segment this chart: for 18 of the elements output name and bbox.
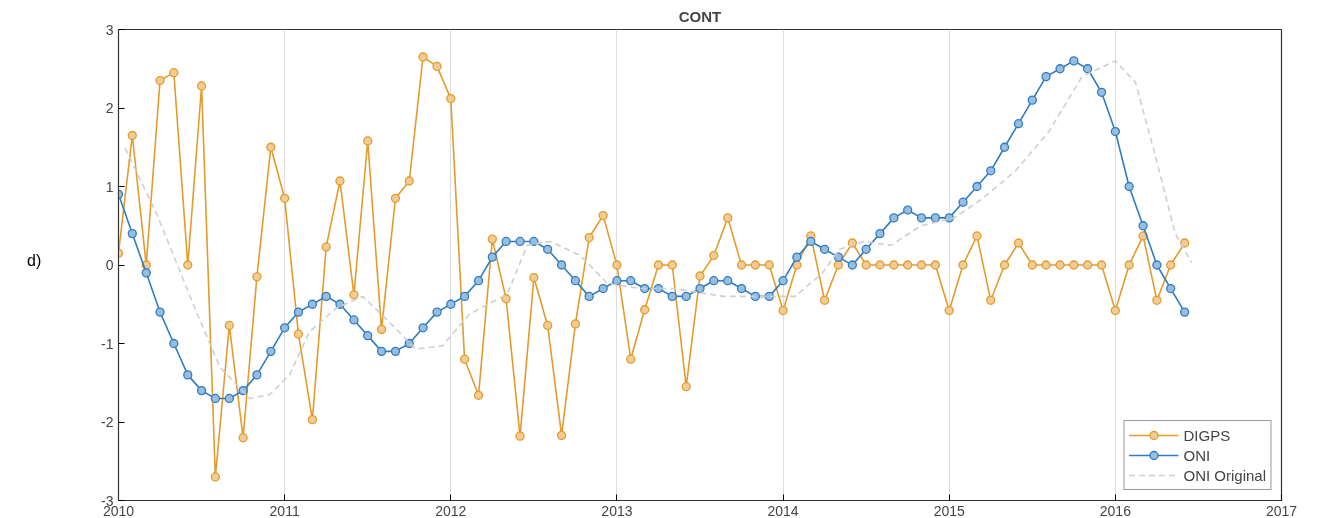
- legend-label: ONI: [1183, 446, 1211, 464]
- y-tick-label: -1: [101, 335, 114, 352]
- x-tick-label: 2017: [1265, 502, 1298, 518]
- x-tick-label: 2011: [269, 502, 300, 518]
- x-tick-label: 2014: [767, 502, 799, 518]
- chart-title: CONT: [678, 7, 722, 25]
- x-tick-label: 2012: [435, 502, 467, 518]
- x-tick-label: 2016: [1099, 502, 1132, 518]
- y-tick-label: 3: [105, 21, 114, 38]
- legend-label: ONI Original: [1183, 466, 1266, 484]
- legend-label: DIGPS: [1183, 426, 1231, 444]
- text: d): [27, 251, 42, 271]
- y-tick-label: 1: [105, 178, 114, 195]
- y-tick-label: 2: [105, 100, 114, 116]
- y-tick-label: -2: [101, 414, 114, 430]
- x-tick-label: 2013: [601, 502, 633, 518]
- x-tick-label: 2015: [933, 502, 965, 518]
- y-tick-label: 0: [105, 257, 114, 273]
